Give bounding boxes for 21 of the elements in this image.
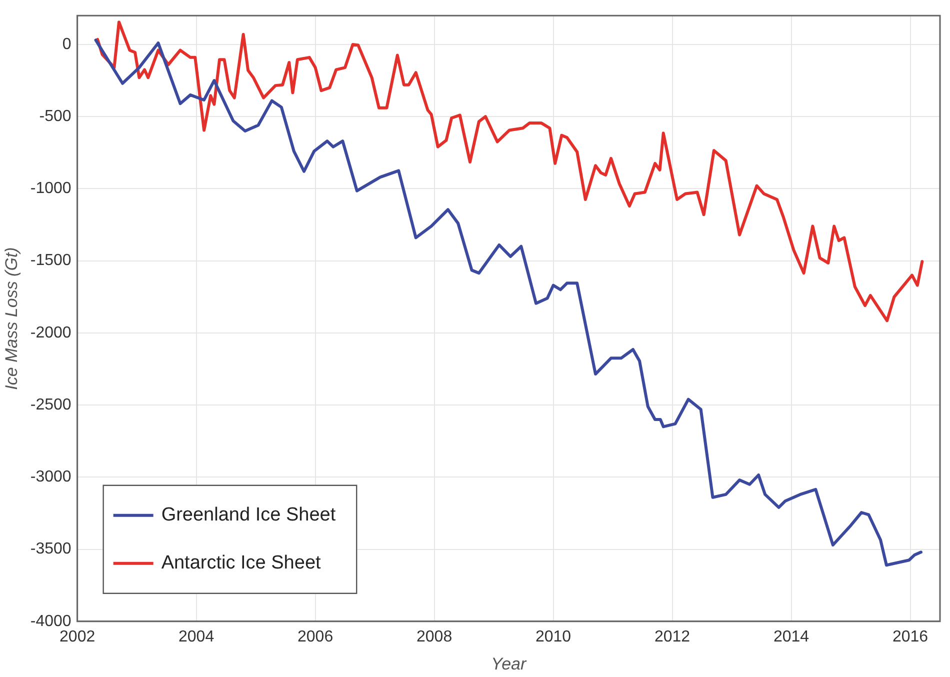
x-tick-label: 2016	[892, 628, 928, 646]
legend-label: Antarctic Ice Sheet	[161, 552, 322, 574]
y-tick-label: -500	[39, 108, 72, 125]
x-tick-label: 2010	[535, 628, 572, 646]
x-tick-label: 2002	[60, 628, 96, 646]
x-tick-label: 2012	[654, 628, 690, 646]
y-tick-label: -2500	[30, 396, 72, 414]
y-tick-label: -3000	[30, 468, 72, 486]
y-tick-label: -2000	[30, 324, 72, 342]
y-tick-label: -1500	[30, 252, 72, 270]
y-tick-label: -3500	[30, 540, 72, 558]
x-tick-label: 2004	[178, 628, 214, 646]
legend-label: Greenland Ice Sheet	[161, 504, 336, 526]
y-axis-title: Ice Mass Loss (Gt)	[2, 247, 21, 390]
x-axis-title: Year	[491, 654, 528, 674]
y-tick-label: -1000	[30, 180, 72, 198]
x-tick-label: 2006	[298, 628, 334, 646]
y-tick-label: -4000	[30, 612, 72, 630]
x-tick-label: 2014	[773, 628, 810, 646]
y-tick-label: 0	[62, 36, 72, 53]
x-tick-label: 2008	[416, 628, 452, 646]
